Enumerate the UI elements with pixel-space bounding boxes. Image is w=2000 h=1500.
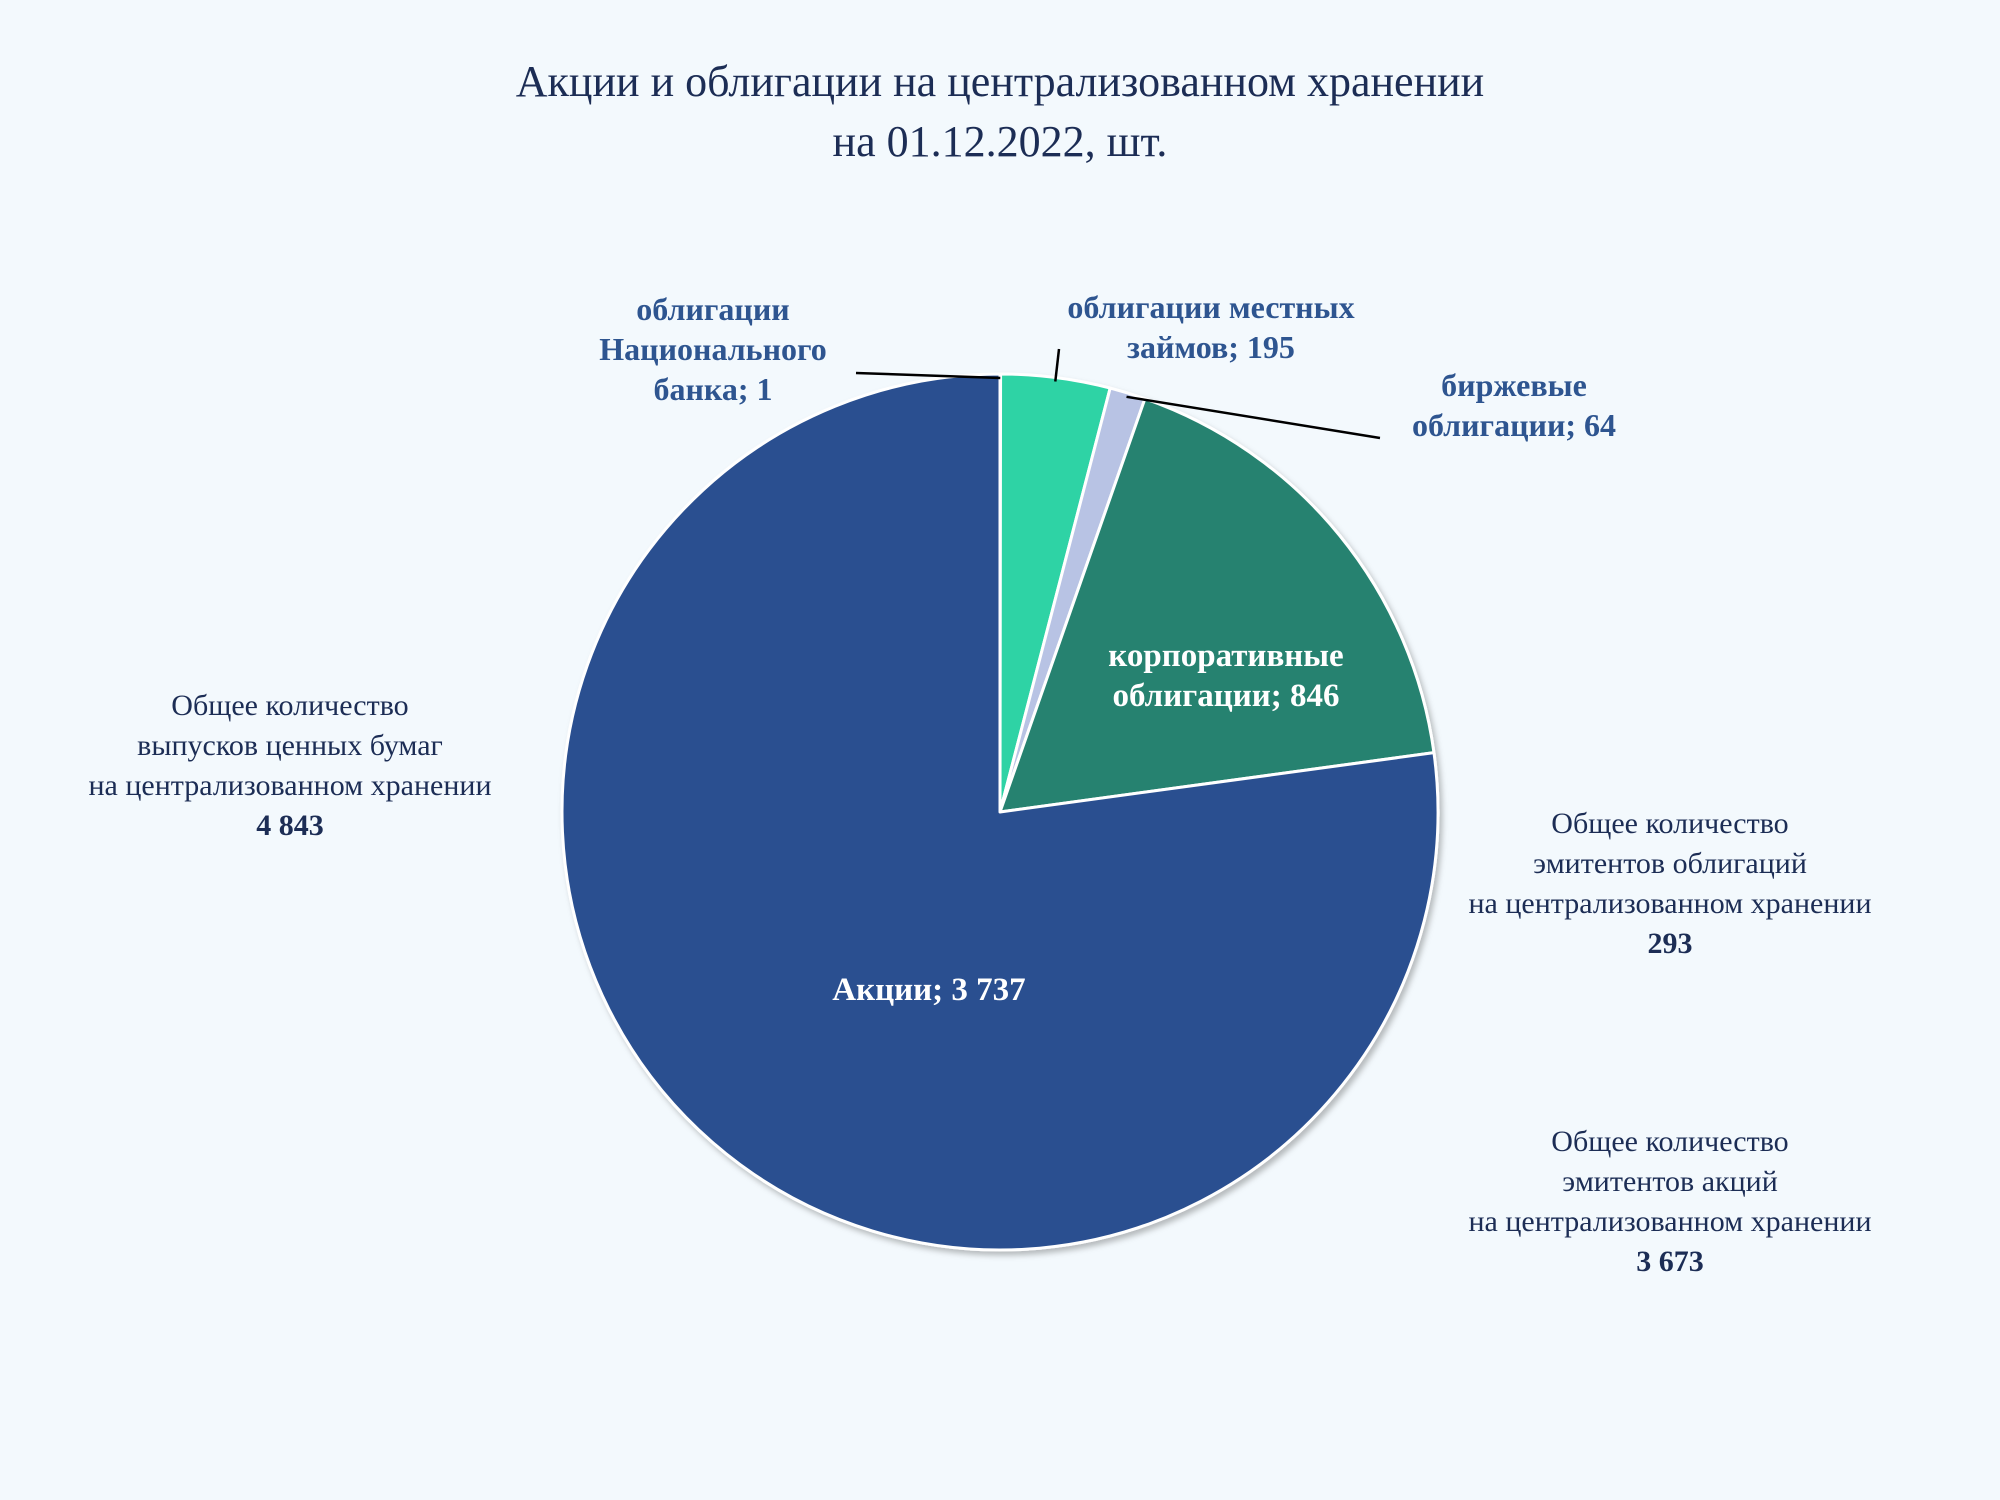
pie-slice-label-line: облигации (636, 291, 789, 327)
pie-slice-4 (560, 372, 1440, 1252)
pie-slice-label-line: облигации местных (1067, 289, 1354, 325)
leader-line-1 (1054, 348, 1061, 382)
pie-slice-3 (998, 397, 1436, 814)
pie-slice-label-4: Акции; 3 737 (832, 972, 1025, 1008)
pie-slice-label-line: облигации; 64 (1412, 407, 1616, 443)
pie-slice-label-2: биржевые облигации; 64 (1412, 367, 1616, 443)
chart-subtitle-line: на 01.12.2022, шт. (832, 117, 1168, 166)
pie-slice-label-0: облигации Национального банка; 1 (599, 291, 827, 407)
stat-total-issues-line-3: на централизованном хранении (88, 769, 492, 802)
pie-slice-label-1: облигации местных займов; 195 (1067, 289, 1354, 365)
chart-title-line: Акции и облигации на централизованном хр… (515, 57, 1485, 106)
pie-labels: облигации Национального банка; 1 облигации … (599, 289, 1616, 1008)
stat-bond-issuers-line-1: Общее количество (1551, 807, 1789, 840)
leader-line-2 (1126, 395, 1381, 440)
pie-slice-label-line: Акции; 3 737 (832, 972, 1025, 1008)
stat-share-issuers-value: 3 673 (1636, 1245, 1704, 1278)
stat-bond-issuers: Общее количество эмитентов облигаций на … (1420, 804, 1920, 964)
pie-slice-label-line: биржевые (1441, 367, 1587, 403)
stat-total-issues: Общее количество выпусков ценных бумаг н… (40, 686, 540, 846)
stat-bond-issuers-line-2: эмитентов облигаций (1533, 847, 1807, 880)
pie-slice-label-line: Национального (599, 331, 827, 367)
leader-line-0 (855, 371, 1001, 380)
pie-slices (560, 372, 1440, 1252)
stat-bond-issuers-line-3: на централизованном хранении (1468, 887, 1872, 920)
pie-slice-label-line: корпоративные (1108, 638, 1343, 674)
pie-slice-label-3: корпоративные облигации; 846 (1108, 638, 1343, 714)
stat-share-issuers: Общее количество эмитентов акций на цент… (1420, 1122, 1920, 1282)
chart-title: Акции и облигации на централизованном хр… (0, 52, 2000, 172)
stat-share-issuers-line-2: эмитентов акций (1562, 1165, 1778, 1198)
stat-share-issuers-line-1: Общее количество (1551, 1125, 1789, 1158)
stat-total-issues-line-2: выпусков ценных бумаг (137, 729, 443, 762)
pie-slice-label-line: банка; 1 (653, 371, 772, 407)
stat-total-issues-line-1: Общее количество (171, 689, 409, 722)
pie-leader-lines (855, 348, 1381, 440)
pie-slice-label-line: займов; 195 (1127, 329, 1295, 365)
pie-slice-label-line: облигации; 846 (1113, 678, 1340, 714)
stat-share-issuers-line-3: на централизованном хранении (1468, 1205, 1872, 1238)
stat-bond-issuers-value: 293 (1647, 927, 1693, 960)
stat-total-issues-value: 4 843 (256, 809, 324, 842)
